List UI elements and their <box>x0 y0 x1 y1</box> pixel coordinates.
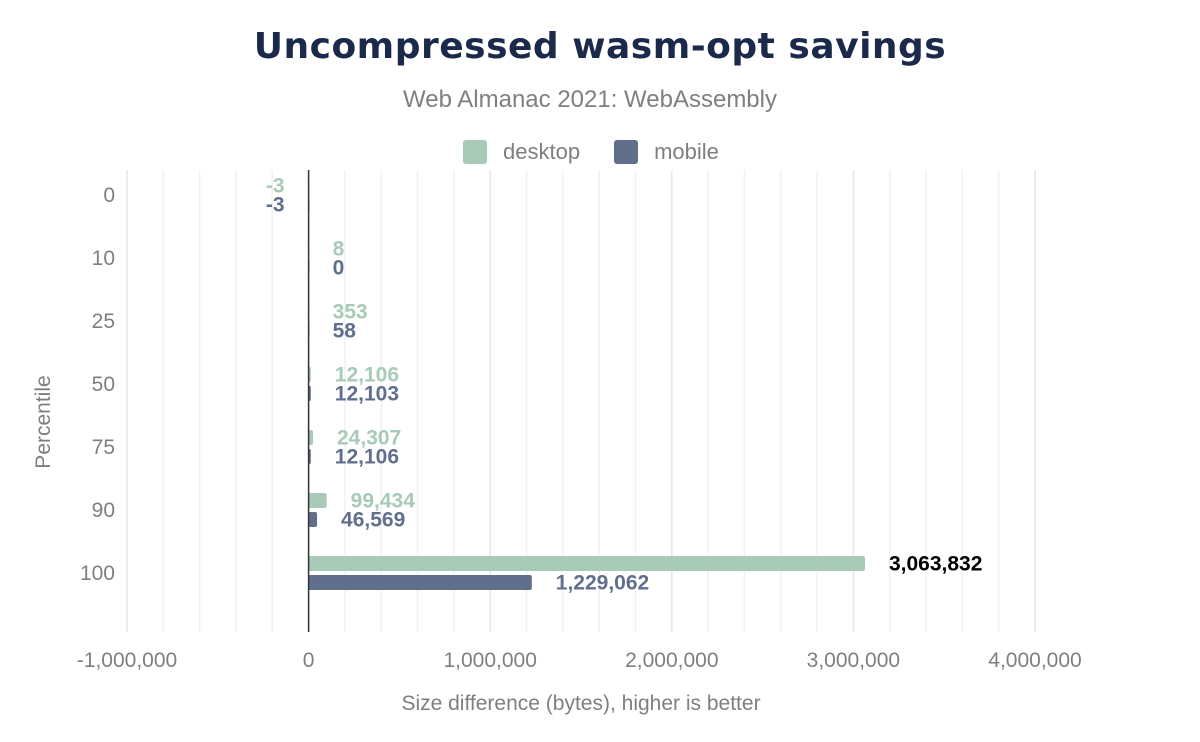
data-label-mobile: 1,229,062 <box>556 572 649 595</box>
data-label-desktop: 99,434 <box>351 490 416 513</box>
legend-label-mobile: mobile <box>654 139 719 164</box>
legend: desktop mobile <box>463 138 753 166</box>
data-label-desktop: 353 <box>333 301 368 324</box>
legend-item-desktop[interactable]: desktop <box>463 139 580 165</box>
data-label-mobile: 0 <box>333 257 345 280</box>
x-tick-label: 0 <box>303 649 315 672</box>
data-label-desktop: 3,063,832 <box>889 553 982 576</box>
y-tick-label: 0 <box>103 184 115 207</box>
legend-item-mobile[interactable]: mobile <box>614 139 719 165</box>
legend-swatch-mobile <box>614 140 639 164</box>
y-tick-label: 10 <box>92 247 115 270</box>
data-label-desktop: 12,106 <box>335 364 399 387</box>
bar-desktop[interactable] <box>308 430 314 445</box>
bar-desktop[interactable] <box>308 493 327 508</box>
data-label-desktop: -3 <box>266 175 285 198</box>
x-tick-label: 1,000,000 <box>443 649 536 672</box>
y-tick-label: 50 <box>92 373 115 396</box>
y-tick-label: 75 <box>92 436 115 459</box>
bar-mobile[interactable] <box>308 575 532 590</box>
chart-title: Uncompressed wasm-opt savings <box>253 26 947 67</box>
data-label-mobile: 58 <box>333 320 357 343</box>
chart-subtitle: Web Almanac 2021: WebAssembly <box>403 86 777 113</box>
data-label-mobile: 12,106 <box>335 446 399 469</box>
x-tick-label: 3,000,000 <box>807 649 900 672</box>
x-tick-label: 2,000,000 <box>625 649 718 672</box>
legend-swatch-desktop <box>463 140 487 164</box>
data-label-mobile: 12,103 <box>335 383 399 406</box>
x-axis-label: Size difference (bytes), higher is bette… <box>401 692 760 715</box>
data-label-mobile: -3 <box>266 194 285 217</box>
bar-mobile[interactable] <box>308 512 318 527</box>
data-labels: -3-3803535812,10612,10324,30712,10699,43… <box>266 175 983 595</box>
x-tick-label: -1,000,000 <box>77 649 177 672</box>
data-label-mobile: 46,569 <box>341 509 405 532</box>
gridlines <box>126 170 1036 632</box>
y-axis-label: Percentile <box>32 375 55 468</box>
bar-desktop[interactable] <box>308 556 865 571</box>
y-tick-label: 90 <box>92 499 115 522</box>
y-tick-label: 25 <box>92 310 115 333</box>
data-label-desktop: 24,307 <box>337 427 401 450</box>
x-tick-label: 4,000,000 <box>988 649 1081 672</box>
axes: -1,000,000 0 1,000,000 2,000,000 3,000,000 4,… <box>32 170 1082 715</box>
data-label-desktop: 8 <box>333 238 345 261</box>
legend-label-desktop: desktop <box>503 139 581 164</box>
y-tick-label: 100 <box>80 562 115 585</box>
